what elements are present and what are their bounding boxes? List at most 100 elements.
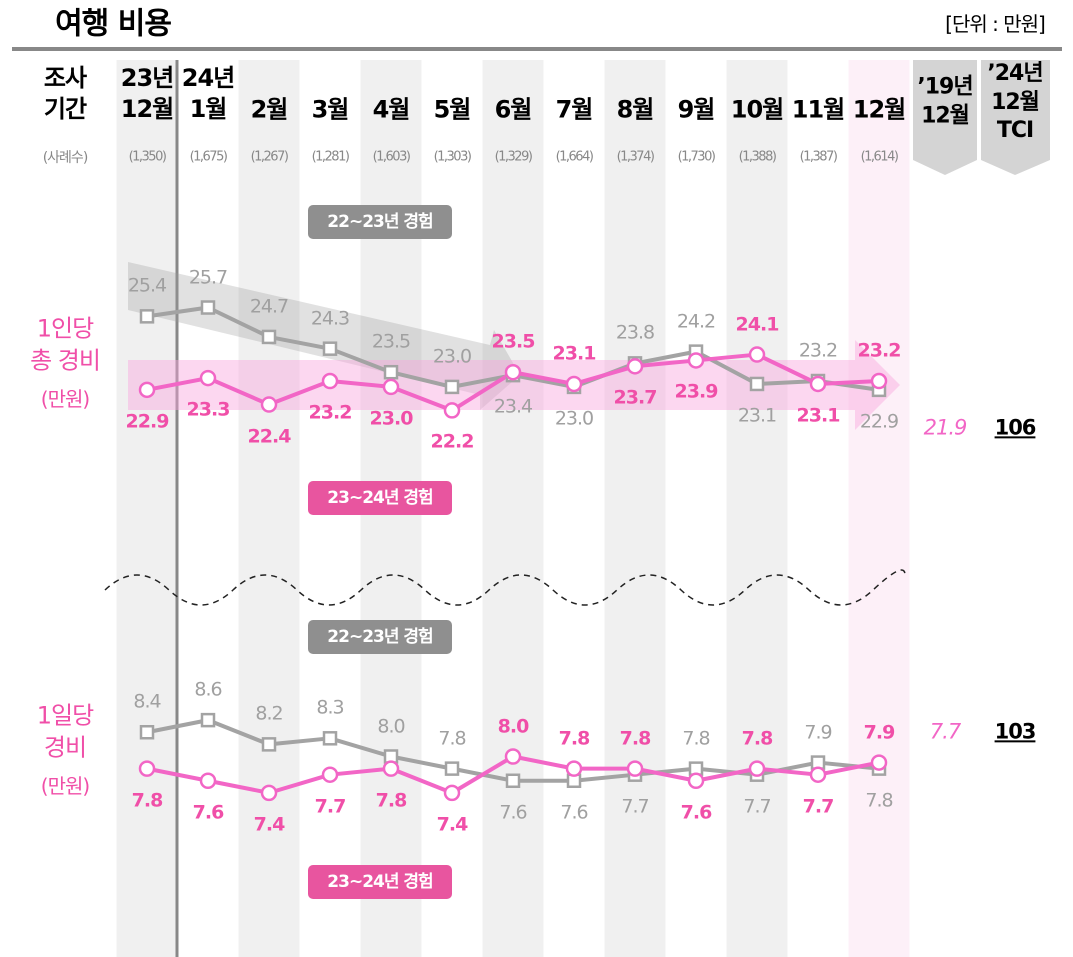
value-label: 7.8	[375, 789, 408, 812]
sample-count: (1,730)	[677, 149, 716, 165]
tci-value: 106	[994, 415, 1037, 440]
point	[748, 346, 766, 363]
value-label: 8.2	[255, 703, 283, 726]
category-label: 7월	[555, 95, 594, 124]
point	[138, 381, 156, 399]
point	[322, 341, 338, 356]
point	[200, 300, 216, 315]
point	[322, 731, 338, 746]
category-label: 12월	[852, 95, 906, 124]
point	[261, 329, 277, 345]
point	[444, 379, 460, 395]
column-band	[482, 60, 544, 957]
category-label: 23년 12월	[120, 63, 174, 123]
value-label: 7.8	[438, 727, 466, 750]
reference-value: 7.7	[929, 719, 961, 744]
value-label: 7.9	[863, 721, 896, 744]
point	[809, 375, 827, 393]
point	[687, 352, 705, 369]
sample-count: (1,387)	[799, 149, 838, 165]
value-label: 22.9	[125, 410, 170, 433]
unit-label: (만원)	[40, 387, 90, 411]
value-label: 7.6	[499, 801, 527, 824]
value-label: 24.3	[310, 307, 350, 330]
value-label: 8.0	[497, 715, 530, 738]
value-label: 22.9	[859, 410, 899, 433]
column-band	[604, 60, 666, 957]
point	[626, 358, 644, 375]
unit-label: (만원)	[40, 774, 90, 798]
value-label: 7.8	[558, 727, 591, 750]
sample-count: (1,267)	[250, 149, 289, 165]
point	[505, 773, 521, 788]
category-label: 9월	[677, 95, 716, 124]
trend-arrow	[128, 340, 900, 430]
column-label: 조사 기간	[43, 63, 87, 123]
point	[809, 766, 827, 783]
value-label: 22.4	[247, 425, 292, 448]
value-label: 8.3	[316, 696, 344, 719]
point	[382, 760, 400, 777]
sample-count: (1,329)	[494, 149, 533, 165]
point	[443, 784, 461, 802]
value-label: 7.7	[743, 795, 771, 818]
point	[748, 760, 766, 777]
category-label: 2월	[250, 95, 289, 124]
category-label: 3월	[311, 95, 350, 124]
value-label: 23.2	[798, 339, 838, 362]
legend-label: 22~23년 경험	[327, 626, 433, 647]
point	[260, 784, 278, 802]
value-label: 7.6	[680, 801, 713, 824]
legend-label: 22~23년 경험	[327, 211, 433, 232]
trend-arrow	[128, 262, 520, 410]
value-label: 24.7	[249, 295, 289, 318]
point	[260, 396, 278, 413]
value-label: 8.6	[194, 678, 222, 701]
tci-value: 103	[994, 719, 1037, 744]
point	[139, 725, 155, 740]
reference-value: 21.9	[923, 415, 968, 440]
point	[383, 364, 399, 380]
value-label: 25.4	[127, 274, 167, 297]
column-band	[238, 60, 300, 957]
sample-count: (1,614)	[860, 149, 899, 165]
value-label: 7.9	[804, 721, 832, 744]
point	[321, 372, 339, 390]
point	[749, 376, 765, 392]
title: 여행 비용	[55, 6, 172, 42]
point	[138, 760, 156, 777]
value-label: 23.2	[308, 401, 353, 424]
column-band	[116, 60, 178, 957]
value-label: 23.7	[613, 386, 658, 409]
value-label: 7.7	[621, 795, 649, 818]
point	[200, 712, 216, 728]
sample-count: (1,374)	[616, 149, 655, 165]
sample-label: (사례수)	[42, 149, 89, 166]
legend-box	[308, 205, 452, 239]
value-label: 23.0	[554, 407, 594, 430]
value-label: 24.1	[735, 313, 780, 336]
category-label: 6월	[494, 95, 533, 124]
sample-count: (1,388)	[738, 149, 777, 165]
value-label: 7.4	[253, 813, 286, 836]
value-label: 23.5	[371, 330, 411, 353]
value-label: 24.2	[676, 310, 716, 333]
value-label: 7.8	[682, 727, 710, 750]
chart-label: 1일당 경비	[36, 701, 94, 762]
sample-count: (1,664)	[555, 149, 594, 165]
point	[565, 375, 583, 393]
extra-header	[981, 60, 1050, 175]
value-label: 22.2	[430, 431, 475, 454]
value-label: 23.9	[674, 381, 719, 404]
category-label: 10월	[730, 95, 784, 124]
value-label: 7.6	[560, 801, 588, 824]
unit: [단위 : 만원]	[945, 12, 1046, 36]
category-label: 11월	[791, 95, 845, 124]
value-label: 7.8	[131, 789, 164, 812]
value-label: 23.5	[491, 330, 536, 353]
point	[444, 761, 460, 776]
point	[261, 737, 277, 752]
value-label: 23.1	[737, 404, 777, 427]
